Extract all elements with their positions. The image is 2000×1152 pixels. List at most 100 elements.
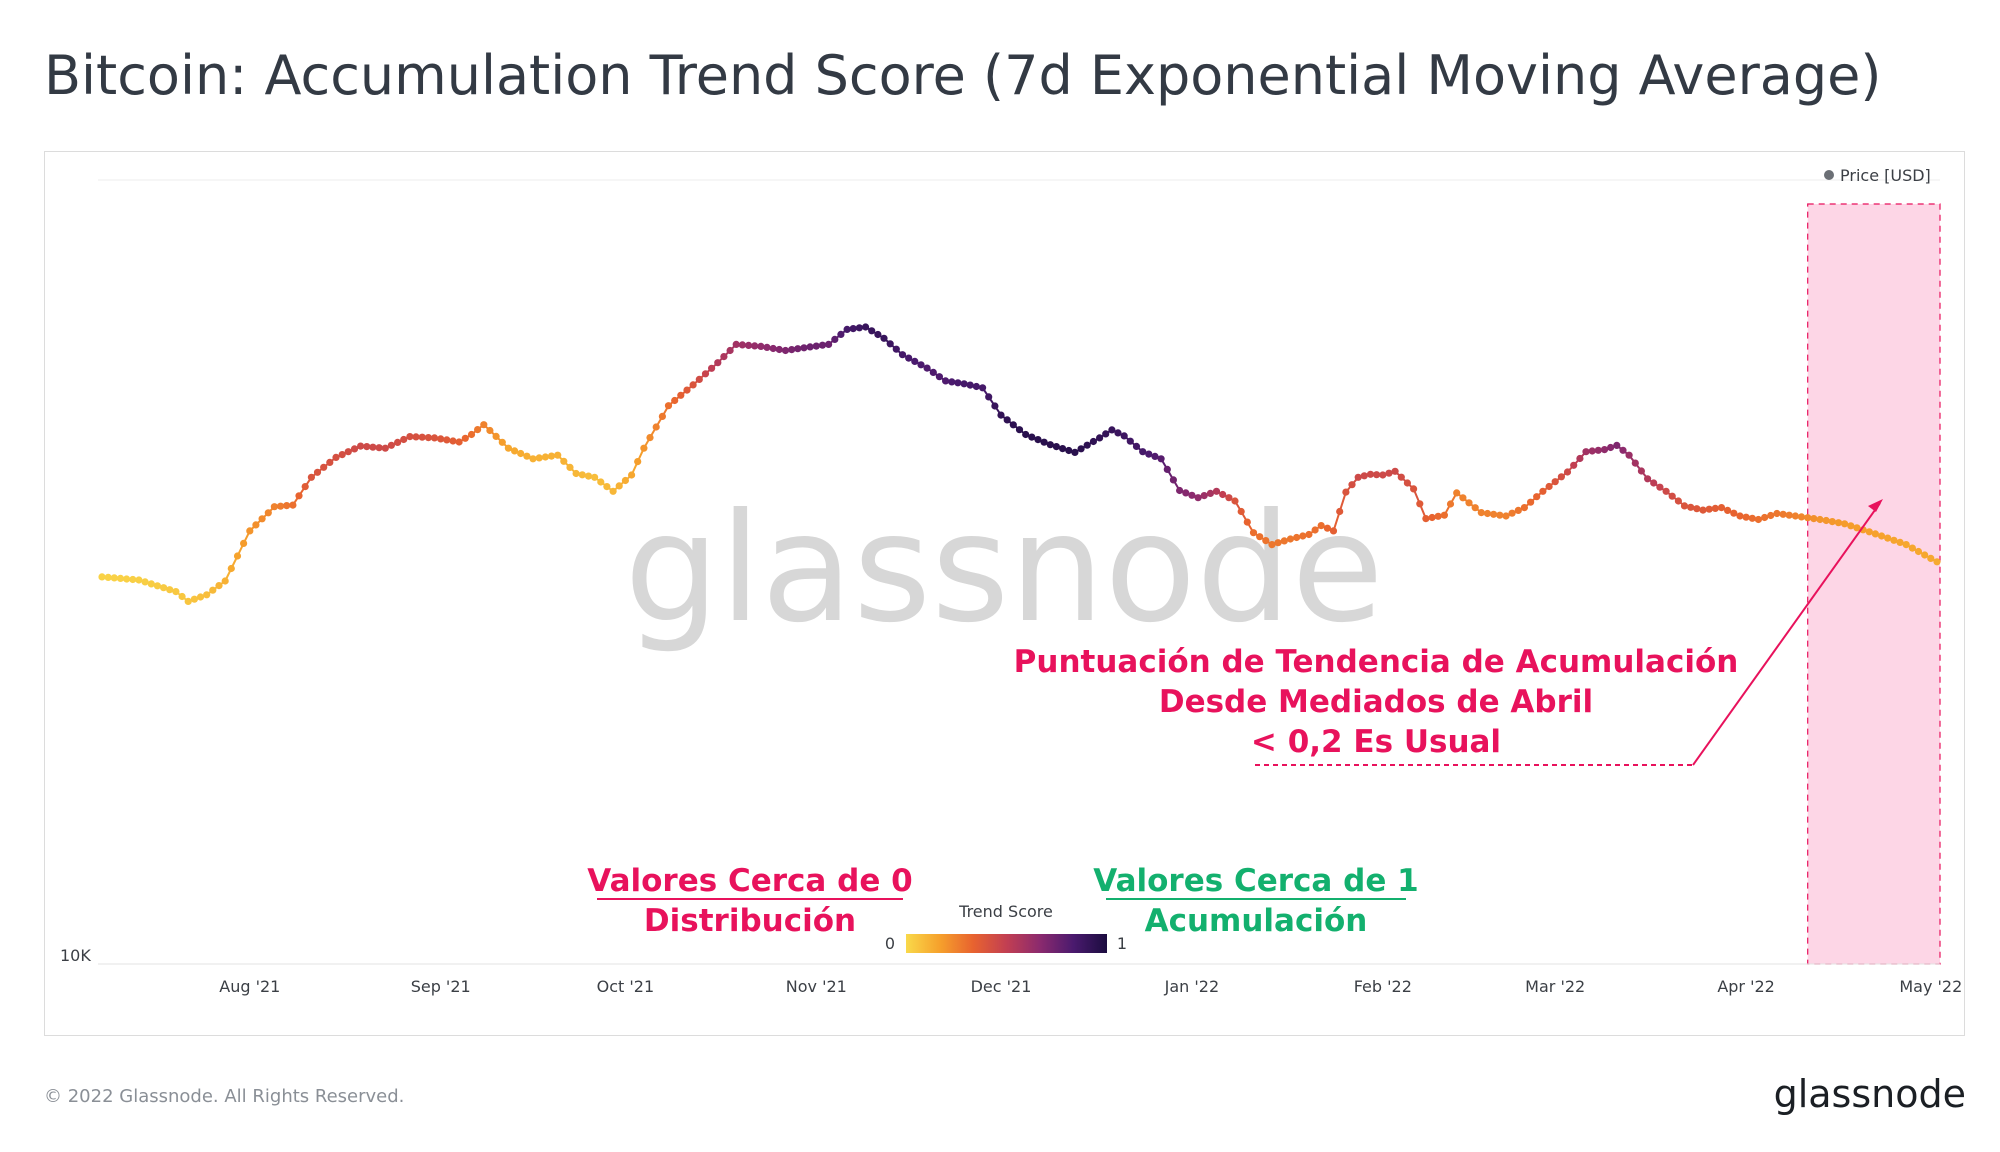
legend-dot: [1824, 170, 1834, 180]
accumulation-label: Acumulación: [1145, 903, 1368, 939]
price-point: [141, 578, 149, 586]
price-point: [843, 325, 851, 333]
price-point: [455, 438, 463, 446]
price-point: [775, 345, 783, 354]
price-point: [1724, 506, 1732, 514]
price-point: [510, 447, 519, 455]
price-point: [400, 435, 408, 444]
price-point: [1748, 514, 1756, 522]
price-point: [745, 341, 753, 349]
price-point: [547, 452, 556, 460]
price-point: [566, 463, 574, 471]
price-point: [270, 503, 278, 511]
copyright-footer: © 2022 Glassnode. All Rights Reserved.: [44, 1086, 405, 1107]
price-point: [1890, 536, 1898, 544]
price-point: [492, 432, 500, 440]
price-point: [714, 359, 722, 367]
price-point: [1416, 500, 1424, 508]
price-point: [991, 402, 999, 410]
price-point: [1613, 441, 1621, 449]
price-point: [1705, 505, 1713, 513]
price-point: [369, 443, 377, 451]
price-point: [1871, 530, 1879, 538]
x-tick-label: Feb '22: [1354, 977, 1412, 996]
price-point: [430, 434, 439, 442]
price-point: [1440, 511, 1448, 519]
price-point: [1631, 459, 1639, 467]
price-point: [972, 382, 981, 391]
price-point: [720, 353, 728, 361]
price-point: [806, 343, 814, 351]
price-point: [726, 346, 734, 355]
price-point: [1508, 509, 1516, 517]
price-point: [818, 341, 827, 349]
price-point: [683, 386, 691, 394]
price-point: [1065, 446, 1073, 455]
price-point: [1022, 430, 1030, 439]
price-point: [1434, 512, 1442, 520]
price-point: [695, 375, 703, 383]
price-point: [387, 441, 395, 449]
glassnode-logo: glassnode: [1773, 1072, 1966, 1116]
price-point: [1015, 426, 1024, 434]
price-point: [689, 381, 697, 389]
price-point: [1280, 537, 1288, 545]
price-point: [597, 478, 605, 486]
price-point: [1853, 524, 1861, 532]
price-point: [979, 384, 987, 392]
price-point: [1329, 527, 1338, 535]
price-point: [997, 411, 1005, 419]
price-point: [1588, 447, 1596, 455]
price-point: [1108, 426, 1116, 434]
price-point: [264, 509, 272, 517]
price-point: [1791, 512, 1799, 520]
price-point: [1249, 529, 1258, 537]
note-line-1: Puntuación de Tendencia de Acumulación: [1014, 644, 1739, 680]
price-point: [147, 580, 155, 588]
price-point: [1662, 487, 1670, 495]
price-point: [628, 471, 636, 479]
price-point: [1878, 532, 1886, 540]
price-point: [326, 458, 334, 466]
price-point: [1293, 533, 1301, 542]
price-point: [1096, 434, 1104, 442]
price-point: [1668, 492, 1676, 500]
price-point: [313, 468, 322, 476]
price-point: [1527, 498, 1535, 506]
price-point: [1797, 513, 1806, 521]
price-point: [474, 426, 482, 434]
price-point: [1139, 448, 1147, 456]
price-point: [708, 364, 716, 372]
price-point: [652, 423, 660, 431]
price-point: [1132, 442, 1141, 450]
price-point: [98, 573, 106, 581]
price-point: [1496, 511, 1504, 519]
price-point: [911, 357, 919, 365]
price-point: [443, 436, 451, 444]
price-point: [701, 370, 710, 378]
price-point: [1071, 448, 1079, 456]
x-tick-label: Mar '22: [1525, 977, 1585, 996]
price-point: [1422, 515, 1430, 523]
price-point: [1520, 504, 1528, 512]
price-point: [541, 453, 550, 461]
price-point: [621, 476, 630, 485]
x-tick-label: Oct '21: [597, 977, 655, 996]
price-point: [1822, 516, 1830, 525]
price-point: [1687, 503, 1695, 511]
price-point: [905, 354, 913, 362]
price-point: [110, 574, 118, 582]
price-point: [1059, 445, 1067, 453]
price-point: [1040, 438, 1048, 446]
price-point: [1551, 478, 1559, 486]
price-point: [1533, 493, 1541, 501]
colorbar-min-label: 0: [885, 934, 895, 953]
price-point: [886, 340, 894, 348]
price-point: [1502, 512, 1510, 520]
price-point: [769, 344, 777, 353]
price-point: [929, 368, 937, 376]
price-point: [1342, 488, 1350, 496]
price-point: [1391, 467, 1399, 475]
price-point: [862, 323, 870, 331]
price-point: [609, 487, 617, 495]
